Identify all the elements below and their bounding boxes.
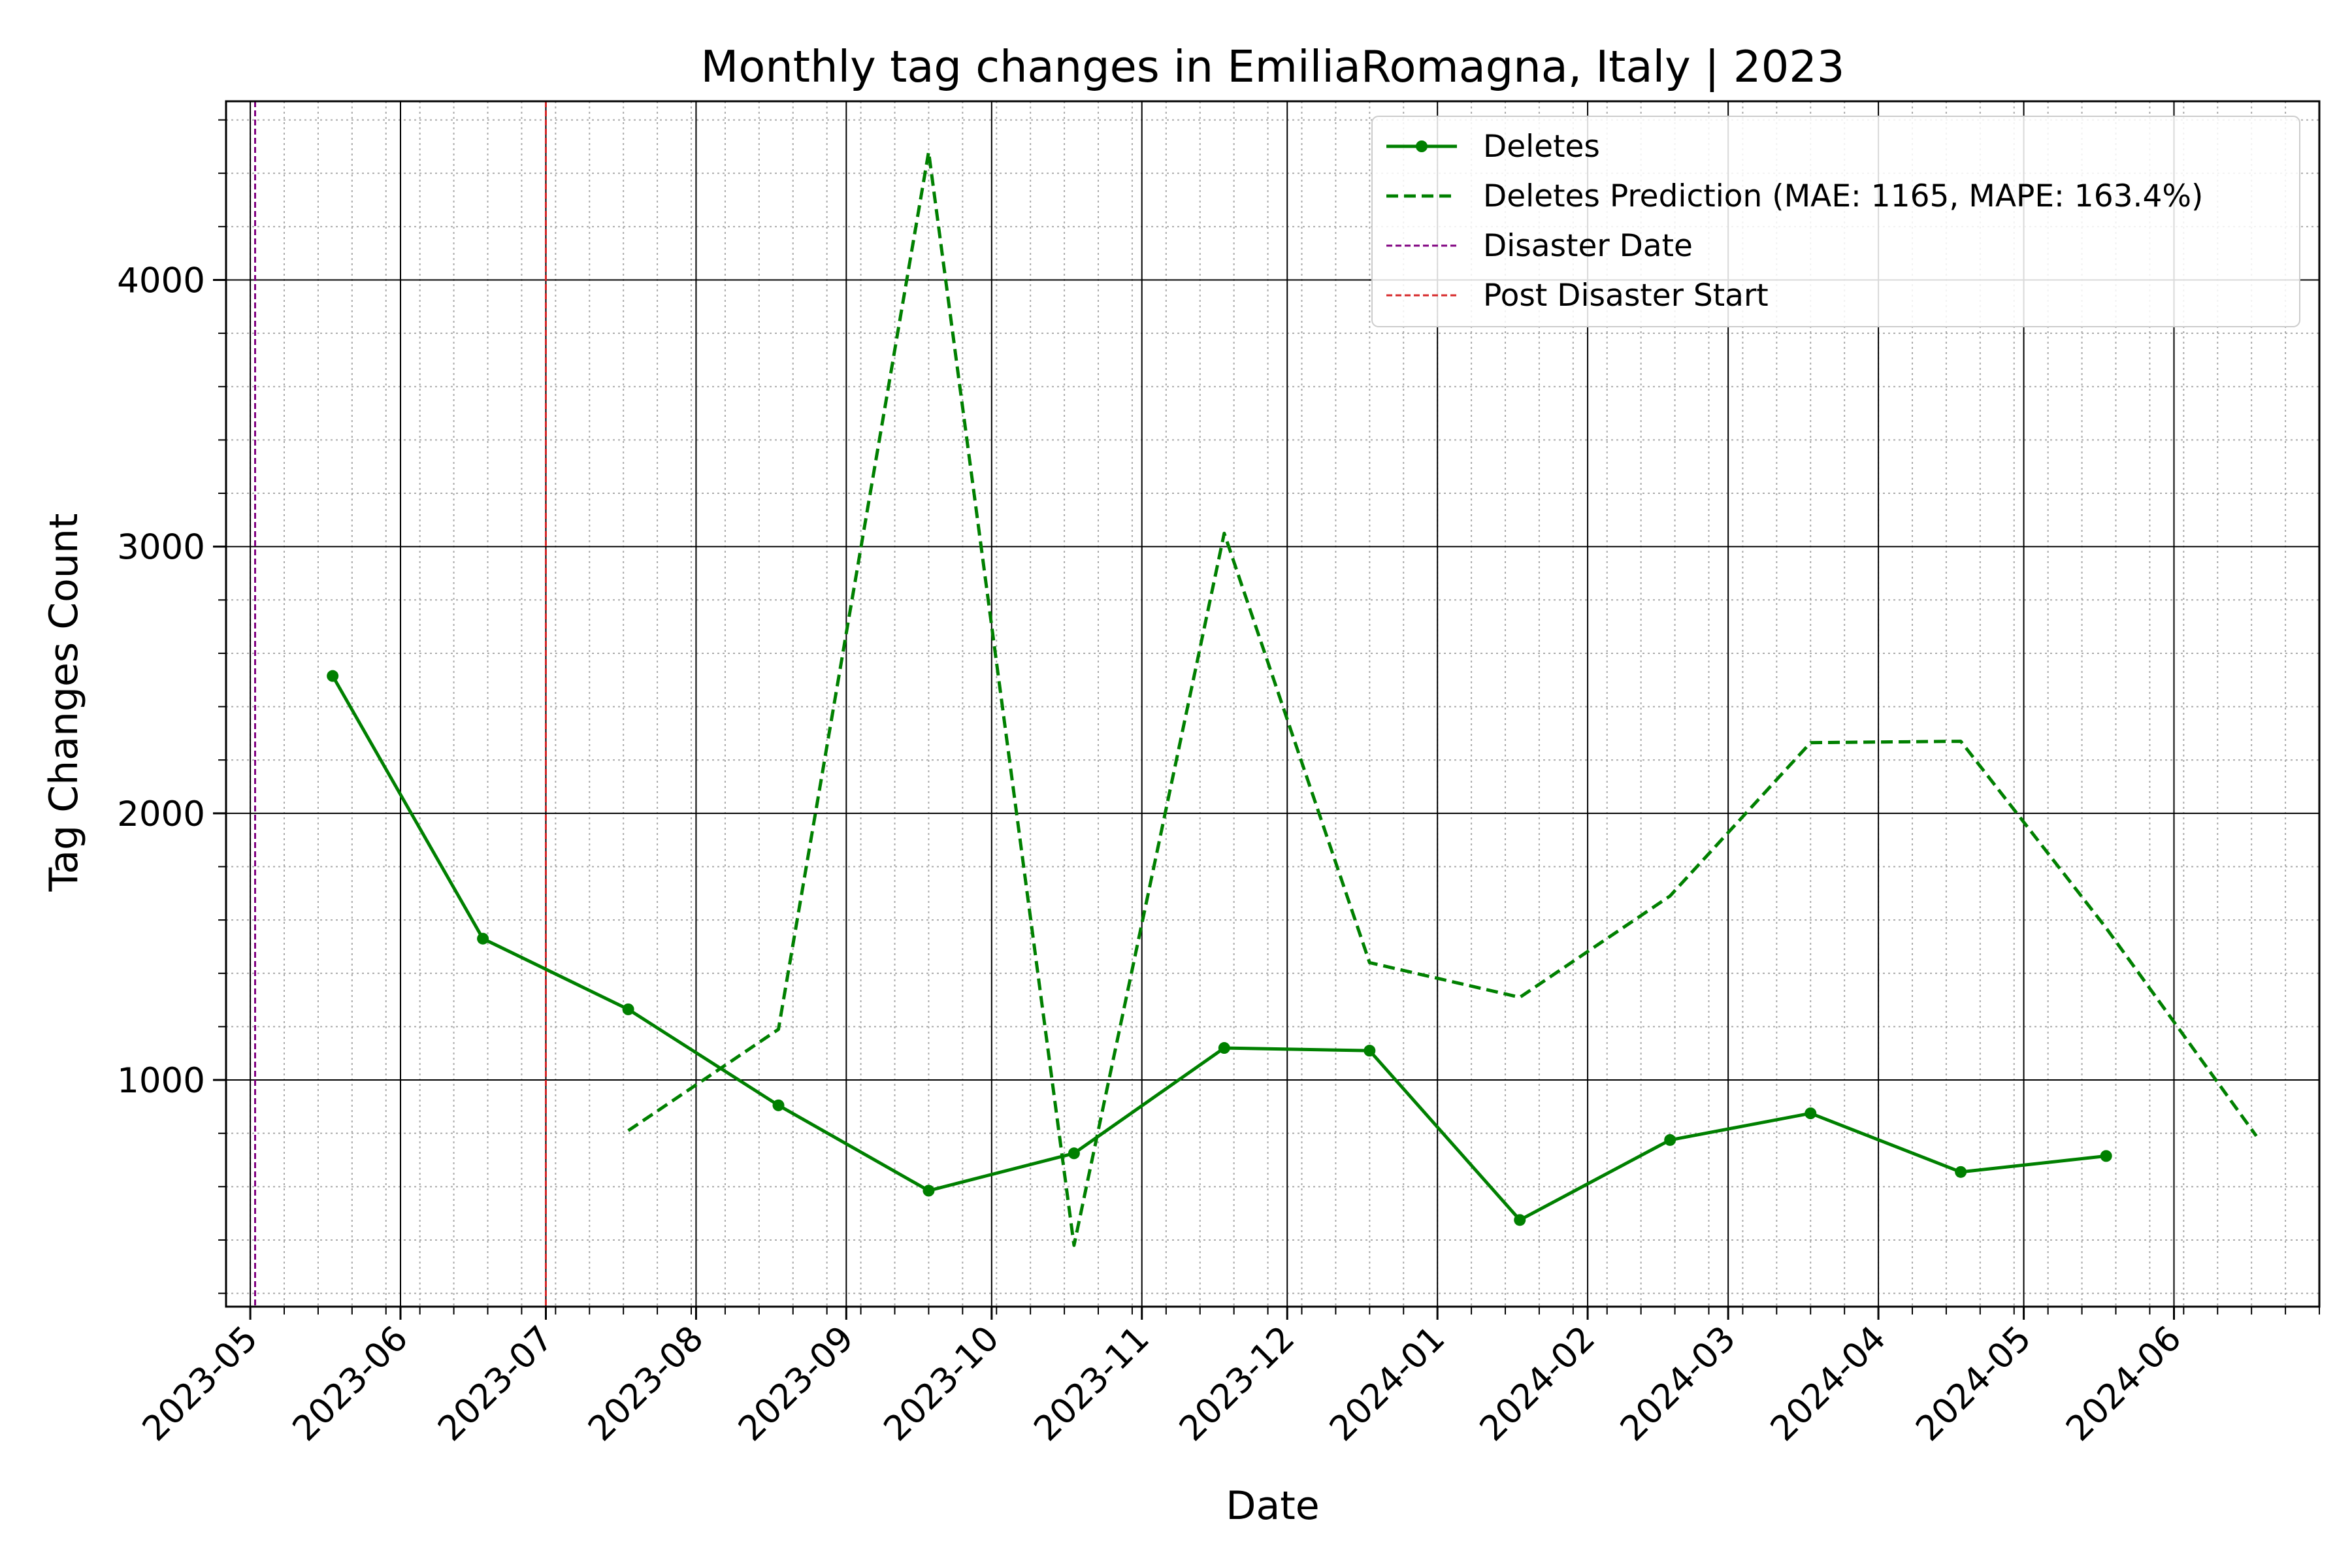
axes bbox=[225, 100, 2321, 1308]
plot-frame bbox=[225, 100, 2321, 1308]
data-point bbox=[327, 670, 339, 682]
legend-marker bbox=[1416, 140, 1428, 152]
data-point bbox=[772, 1099, 785, 1111]
data-point bbox=[1218, 1042, 1230, 1054]
data-point bbox=[1955, 1166, 1967, 1178]
legend-label: Deletes bbox=[1483, 129, 1600, 165]
y-axis-label: Tag Changes Count bbox=[41, 514, 87, 892]
data-point bbox=[923, 1184, 935, 1197]
chart-title: Monthly tag changes in EmiliaRomagna, It… bbox=[701, 41, 1845, 92]
legend-label: Deletes Prediction (MAE: 1165, MAPE: 163… bbox=[1483, 178, 2203, 214]
data-point bbox=[1068, 1147, 1080, 1160]
legend-box bbox=[1371, 116, 2300, 327]
y-axis-ticks: 1000 2000 3000 4000 bbox=[117, 119, 226, 1294]
data-point bbox=[2100, 1150, 2112, 1162]
data-point bbox=[622, 1003, 634, 1015]
y-tick-label: 3000 bbox=[117, 528, 205, 568]
y-tick-label: 4000 bbox=[117, 261, 205, 301]
data-point bbox=[1664, 1134, 1676, 1146]
minor-grid bbox=[226, 101, 2320, 1307]
legend-label: Disaster Date bbox=[1483, 228, 1693, 264]
y-tick-label: 1000 bbox=[117, 1061, 205, 1101]
y-tick-label: 2000 bbox=[117, 794, 205, 834]
legend-label: Post Disaster Start bbox=[1483, 278, 1769, 314]
series-layer bbox=[327, 150, 2258, 1247]
data-point bbox=[1364, 1045, 1376, 1057]
prediction-series-line bbox=[627, 150, 2258, 1247]
data-point bbox=[1514, 1214, 1526, 1226]
data-point bbox=[1805, 1107, 1817, 1120]
x-axis-label: Date bbox=[1226, 1483, 1319, 1529]
data-point bbox=[477, 932, 489, 945]
legend: Deletes Deletes Prediction (MAE: 1165, MA… bbox=[1371, 116, 2300, 327]
